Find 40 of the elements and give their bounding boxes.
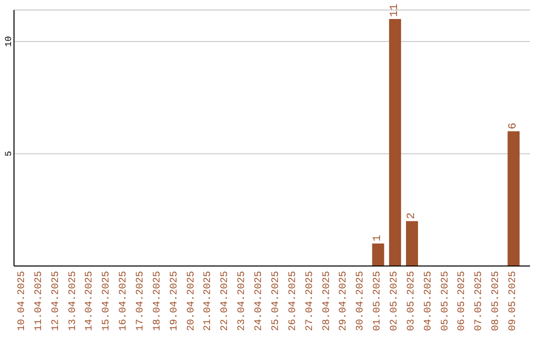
data-label: 2 [406, 212, 418, 220]
bar [389, 18, 402, 266]
x-tick-label: 09.05.2025 [508, 271, 520, 332]
x-tick-label: 23.04.2025 [237, 271, 248, 332]
bar [372, 244, 384, 266]
x-tick-label: 28.04.2025 [322, 271, 333, 332]
x-tick-label: 17.04.2025 [136, 271, 146, 332]
x-tick-label: 12.04.2025 [50, 271, 62, 332]
x-tick-label: 01.05.2025 [372, 271, 384, 332]
data-label: 6 [508, 122, 520, 130]
x-tick-label: 25.04.2025 [270, 271, 282, 332]
x-tick-label: 20.04.2025 [186, 271, 198, 332]
x-tick-label: 15.04.2025 [102, 271, 113, 332]
x-tick-label: 19.04.2025 [169, 271, 180, 332]
x-tick-label: 06.05.2025 [457, 271, 468, 332]
x-tick-label: 08.05.2025 [491, 271, 502, 332]
x-tick-label: 02.05.2025 [390, 271, 400, 332]
x-tick-label: 27.04.2025 [304, 271, 316, 332]
x-tick-label: 16.04.2025 [118, 271, 130, 332]
x-tick-label: 29.04.2025 [338, 271, 350, 332]
x-tick-label: 10.04.2025 [16, 271, 28, 332]
x-tick-label: 05.05.2025 [440, 271, 452, 332]
bar [406, 221, 418, 266]
x-tick-label: 26.04.2025 [288, 271, 299, 332]
x-tick-label: 14.04.2025 [84, 271, 96, 332]
x-tick-label: 18.04.2025 [152, 271, 164, 332]
bar [508, 131, 520, 266]
x-tick-label: 07.05.2025 [474, 271, 486, 332]
x-tick-label: 21.04.2025 [203, 271, 214, 332]
x-tick-label: 04.05.2025 [423, 271, 434, 332]
x-tick-label: 30.04.2025 [356, 271, 367, 332]
x-tick-label: 22.04.2025 [220, 271, 232, 332]
data-label: 11 [389, 3, 402, 17]
y-tick-label: 5 [4, 151, 14, 156]
x-tick-label: 24.04.2025 [254, 271, 266, 332]
x-tick-label: 11.04.2025 [34, 271, 45, 332]
data-label: 1 [372, 234, 384, 242]
y-tick-label: 10 [4, 36, 14, 47]
x-tick-label: 13.04.2025 [68, 271, 79, 332]
x-tick-label: 03.05.2025 [406, 271, 418, 332]
